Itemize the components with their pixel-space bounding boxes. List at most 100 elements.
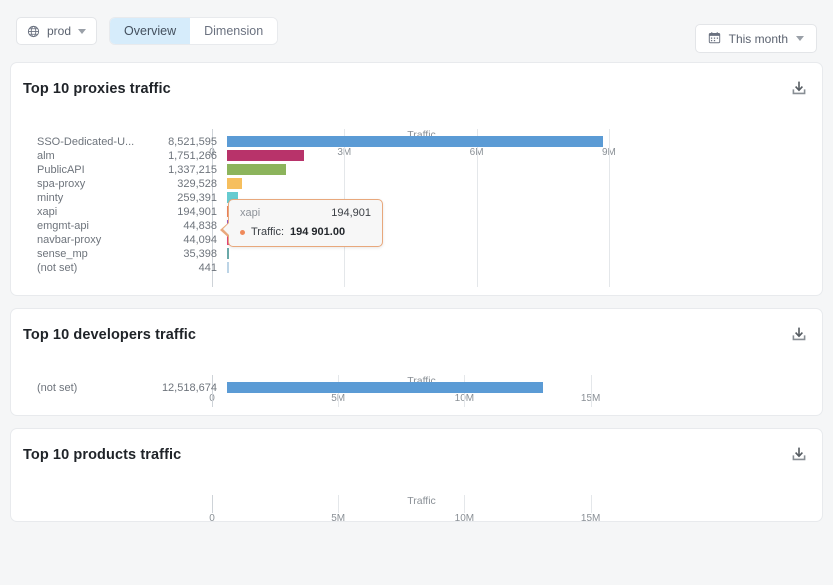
- bar-cell: [227, 135, 808, 149]
- bar-row-label: sense_mp: [37, 248, 88, 260]
- bar-row-label: (not set): [37, 382, 78, 394]
- bar-rows: (not set) 12,518,674: [23, 375, 808, 395]
- bar-row-value: 44,094: [183, 234, 217, 246]
- bar-row-label: emgmt-api: [37, 220, 89, 232]
- gridline: [338, 495, 340, 513]
- bar-row[interactable]: minty 259,391: [23, 191, 808, 205]
- view-tabs: Overview Dimension: [109, 17, 279, 45]
- bar-row-value: 12,518,674: [161, 382, 217, 394]
- bar[interactable]: [227, 382, 543, 393]
- chevron-down-icon: [78, 28, 87, 34]
- chart-card-list: Top 10 proxies traffic Traffic03M6M9MSSO-…: [0, 62, 833, 524]
- date-range-label: This month: [728, 31, 788, 46]
- bar-row[interactable]: (not set) 12,518,674: [23, 381, 808, 395]
- gridline: [590, 495, 592, 513]
- card-title: Top 10 products traffic: [23, 447, 182, 463]
- bar-row-value: 194,901: [177, 206, 217, 218]
- bar-row[interactable]: xapi 194,901: [23, 205, 808, 219]
- x-axis-tick-label: 15M: [580, 513, 601, 524]
- chart-card: Top 10 proxies traffic Traffic03M6M9MSSO-…: [10, 62, 823, 296]
- bar-row[interactable]: SSO-Dedicated-U... 8,521,595: [23, 135, 808, 149]
- x-axis-title: Traffic: [407, 495, 436, 507]
- download-icon[interactable]: [788, 443, 810, 465]
- gridline: [476, 129, 478, 287]
- environment-label: prod: [47, 24, 72, 38]
- gridline: [212, 129, 213, 287]
- bar-row-label: alm: [37, 150, 55, 162]
- x-axis-tick-label: 10M: [454, 513, 475, 524]
- tooltip-series-dot: [240, 229, 245, 235]
- tooltip-metric-value: 194 901.00: [290, 226, 346, 238]
- download-icon[interactable]: [788, 323, 810, 345]
- tooltip-title: xapi: [240, 207, 261, 219]
- gridline: [212, 375, 213, 407]
- environment-selector[interactable]: prod: [16, 17, 98, 45]
- bar-cell: [227, 149, 808, 163]
- gridline: [212, 495, 213, 513]
- gridline: [464, 495, 466, 513]
- bar-chart: Traffic 0 5M 10M 15M: [23, 495, 808, 524]
- plot-area: SSO-Dedicated-U... 8,521,595 alm 1,751,266 P…: [23, 129, 808, 287]
- tooltip-metric-row: Traffic: 194 901.00: [240, 226, 371, 238]
- bar-row[interactable]: sense_mp 35,398: [23, 247, 808, 261]
- bar-row-label: SSO-Dedicated-U...: [37, 136, 135, 148]
- tooltip-header: xapi 194,901: [240, 207, 371, 219]
- bar-row-value: 35,398: [183, 248, 217, 260]
- bar-row-label: minty: [37, 192, 64, 204]
- bar[interactable]: [227, 178, 242, 189]
- top-toolbar: prod Overview Dimension: [0, 0, 833, 62]
- bar-row[interactable]: navbar-proxy 44,094: [23, 233, 808, 247]
- bar-row-value: 1,751,266: [168, 150, 217, 162]
- bar-row-value: 441: [198, 262, 217, 274]
- bar[interactable]: [227, 164, 286, 175]
- bar-row-value: 44,838: [183, 220, 217, 232]
- gridline: [590, 375, 592, 407]
- bar-row-label: PublicAPI: [37, 164, 85, 176]
- tab-overview-label: Overview: [124, 24, 177, 38]
- bar-row-value: 1,337,215: [168, 164, 217, 176]
- tooltip-value: 194,901: [331, 207, 371, 219]
- bar-row-label: spa-proxy: [37, 178, 86, 190]
- bar[interactable]: [227, 192, 239, 203]
- tooltip-arrow-inner: [222, 222, 230, 236]
- bar-row-label: xapi: [37, 206, 58, 218]
- tab-overview[interactable]: Overview: [110, 18, 191, 44]
- chart-card: Top 10 products traffic Traffic 0 5M 10M 15M: [10, 428, 823, 524]
- bar[interactable]: [227, 136, 603, 147]
- bar-rows: [23, 495, 808, 501]
- bar-row[interactable]: PublicAPI 1,337,215: [23, 163, 808, 177]
- bar[interactable]: [227, 248, 229, 259]
- bar-row[interactable]: (not set) 441: [23, 261, 808, 275]
- bar[interactable]: [227, 150, 305, 161]
- bar-row-label: (not set): [37, 262, 78, 274]
- bar-row-label: navbar-proxy: [37, 234, 102, 246]
- bar[interactable]: [227, 262, 229, 273]
- bar-row[interactable]: alm 1,751,266: [23, 149, 808, 163]
- bar-row[interactable]: emgmt-api 44,838: [23, 219, 808, 233]
- date-range-selector[interactable]: This month: [694, 24, 817, 53]
- plot-area: (not set) 12,518,674: [23, 375, 808, 407]
- bar-cell: [227, 163, 808, 177]
- bar-row[interactable]: spa-proxy 329,528: [23, 177, 808, 191]
- download-icon[interactable]: [788, 77, 810, 99]
- gridline: [608, 129, 610, 287]
- bar-row-value: 259,391: [177, 192, 217, 204]
- tab-dimension[interactable]: Dimension: [190, 18, 278, 44]
- plot-area: [23, 495, 808, 513]
- bar-chart: Traffic03M6M9MSSO-Dedicated-U...8,521,59…: [23, 129, 808, 287]
- bar-row-value: 8,521,595: [168, 136, 217, 148]
- x-axis-ticks: 0 5M 10M 15M: [23, 513, 808, 525]
- bar-cell: [227, 261, 808, 275]
- bar-cell: [227, 177, 808, 191]
- bar-cell: [227, 381, 808, 395]
- tab-dimension-label: Dimension: [204, 24, 264, 38]
- bar-cell: [227, 191, 808, 205]
- bar-cell: [227, 247, 808, 261]
- bar-row-value: 329,528: [177, 178, 217, 190]
- x-axis-tick-label: 0: [209, 513, 215, 524]
- chevron-down-icon: [796, 36, 804, 41]
- card-title: Top 10 developers traffic: [23, 327, 197, 343]
- tooltip-metric-label: Traffic:: [251, 226, 285, 238]
